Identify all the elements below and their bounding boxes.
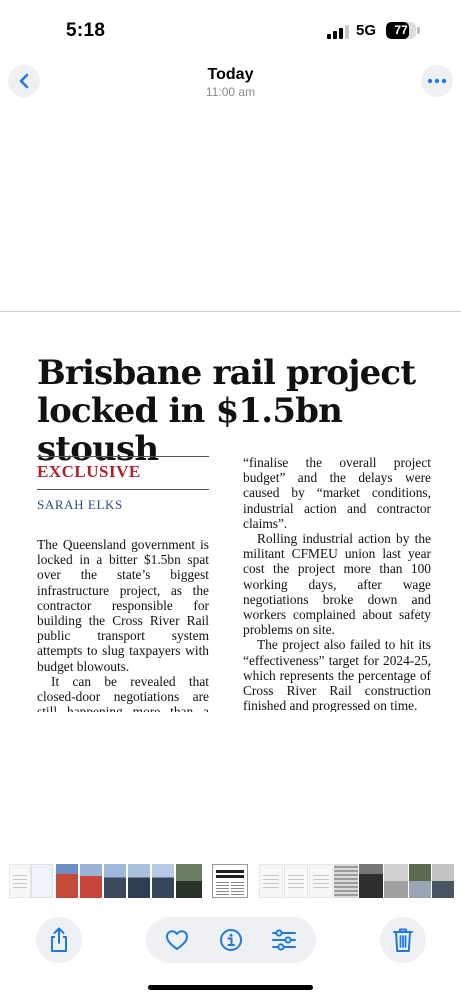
back-button[interactable]	[8, 65, 40, 97]
article-column-right: “finalise the overall project budget” an…	[243, 455, 431, 712]
thumbnail[interactable]	[259, 864, 283, 898]
exclusive-tag: EXCLUSIVE	[37, 462, 141, 481]
sliders-icon	[272, 929, 296, 951]
byline: SARAH ELKS	[37, 497, 123, 512]
thumbnail[interactable]	[334, 864, 358, 898]
thumbnail[interactable]	[128, 864, 150, 898]
favorite-button[interactable]	[154, 917, 200, 963]
paragraph: The Queensland government is locked in a…	[37, 537, 209, 674]
thumbnail[interactable]	[56, 864, 78, 898]
thumbnail[interactable]	[31, 864, 53, 898]
headline-line-1: Brisbane rail project	[37, 353, 416, 393]
battery-icon: 77	[386, 22, 416, 39]
ellipsis-icon	[427, 78, 447, 84]
battery-tip	[417, 27, 420, 34]
nav-title: Today	[207, 66, 254, 83]
share-button[interactable]	[36, 917, 82, 963]
more-button[interactable]	[421, 65, 453, 97]
thumbnail[interactable]	[384, 864, 408, 898]
article-column-left: The Queensland government is locked in a…	[37, 537, 209, 712]
home-indicator	[148, 985, 313, 990]
heart-icon	[166, 930, 188, 950]
thumbnail[interactable]	[80, 864, 102, 898]
chevron-left-icon	[19, 73, 29, 89]
thumbnail[interactable]	[104, 864, 126, 898]
thumbnail[interactable]	[432, 864, 454, 898]
thumbnail[interactable]	[359, 864, 383, 898]
thumbnail[interactable]	[309, 864, 333, 898]
battery-percent: 77	[394, 23, 408, 37]
status-time: 5:18	[66, 20, 106, 41]
delete-button[interactable]	[380, 917, 426, 963]
adjust-button[interactable]	[261, 917, 307, 963]
thumbnail[interactable]	[176, 864, 202, 898]
info-icon	[220, 929, 242, 951]
thumbnail-current[interactable]	[212, 864, 248, 898]
divider	[37, 456, 209, 457]
paragraph: It can be revealed that closed-door nego…	[37, 673, 209, 712]
paragraph: The project also failed to hit its “effe…	[243, 637, 431, 712]
photo-viewer[interactable]: Brisbane rail project locked in $1.5bn s…	[0, 311, 461, 712]
battery-fill	[386, 22, 410, 39]
paragraph: Rolling industrial action by the militan…	[243, 531, 431, 638]
status-bar: 5:18 5G 77	[0, 0, 461, 60]
article-headline: Brisbane rail project locked in $1.5bn s…	[37, 354, 447, 468]
trash-icon	[393, 928, 413, 952]
info-button[interactable]	[208, 917, 254, 963]
thumbnail[interactable]	[9, 864, 31, 898]
share-icon	[51, 927, 67, 952]
thumbnail[interactable]	[152, 864, 174, 898]
thumbnail-strip[interactable]	[0, 864, 461, 898]
divider	[37, 489, 209, 490]
thumbnail[interactable]	[409, 864, 431, 898]
paragraph: “finalise the overall project budget” an…	[243, 455, 431, 531]
headline-line-2: locked in $1.5bn stoush	[37, 391, 343, 469]
action-pill	[146, 917, 316, 963]
nav-subtitle: 11:00 am	[205, 85, 256, 99]
network-type: 5G	[356, 22, 377, 39]
thumbnail[interactable]	[284, 864, 308, 898]
cellular-signal-icon	[327, 25, 349, 39]
